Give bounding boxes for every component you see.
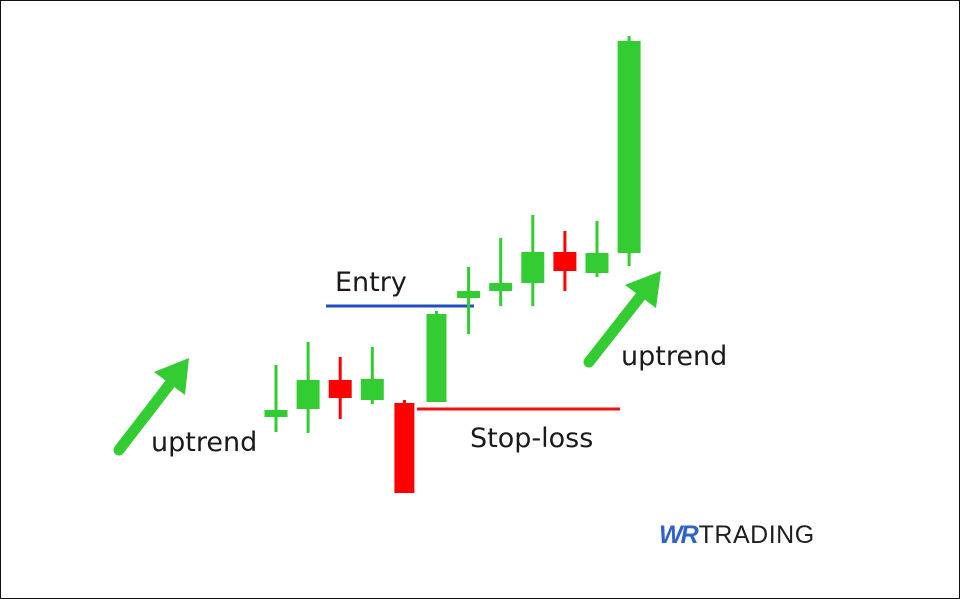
candle-body — [617, 41, 641, 253]
uptrend-arrow-left-icon — [113, 358, 189, 456]
logo-suffix: TRADING — [698, 521, 815, 549]
candle-bullish — [585, 221, 609, 277]
candle-body — [360, 379, 384, 400]
entry-label: Entry — [335, 267, 407, 298]
candle-body — [264, 410, 288, 417]
logo-prefix: WR — [659, 521, 699, 549]
candle-bullish — [360, 347, 384, 404]
candles-group — [264, 36, 641, 493]
candle-body — [426, 314, 447, 402]
candle-bullish — [617, 36, 641, 266]
candle-body — [489, 283, 513, 291]
candle-bearish — [328, 357, 352, 419]
candle-body — [457, 291, 481, 298]
candle-bullish — [426, 311, 447, 402]
stop-loss-label: Stop-loss — [470, 423, 594, 454]
candle-body — [394, 403, 415, 493]
candle-bullish — [521, 215, 545, 306]
candle-body — [553, 252, 577, 271]
candle-body — [585, 253, 609, 273]
candle-bearish — [394, 400, 415, 493]
candle-bearish — [553, 231, 577, 291]
candle-bullish — [296, 342, 320, 433]
candle-body — [521, 252, 545, 283]
uptrend-label-left: uptrend — [151, 427, 258, 458]
candle-body — [328, 380, 352, 398]
candle-body — [296, 380, 320, 409]
uptrend-arrow-right-icon — [583, 271, 661, 368]
wr-trading-logo: WRTRADING — [659, 521, 815, 550]
uptrend-label-right: uptrend — [621, 341, 728, 372]
candle-bullish — [457, 267, 481, 334]
candle-bullish — [264, 365, 288, 432]
candle-bullish — [489, 238, 513, 306]
